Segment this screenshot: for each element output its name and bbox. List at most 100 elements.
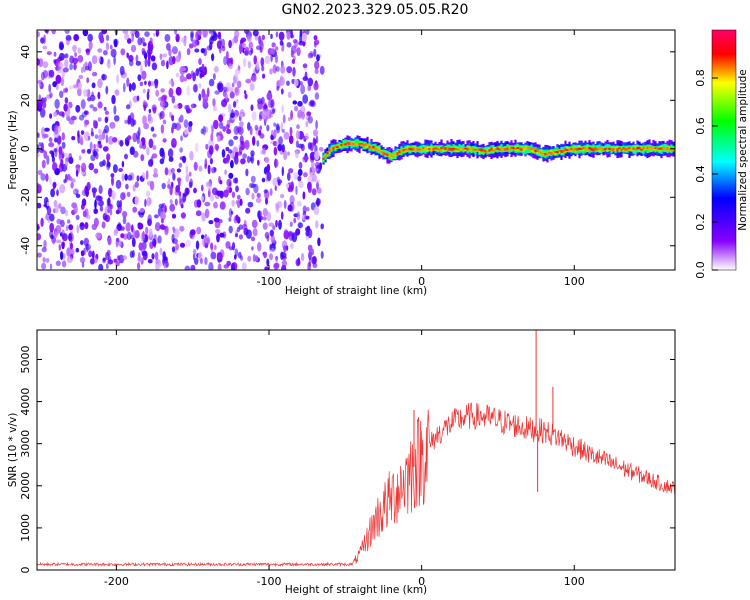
noise-blob [272, 177, 278, 187]
noise-blob [125, 222, 131, 232]
noise-blob [288, 185, 294, 193]
noise-blob [122, 255, 128, 261]
noise-blob [316, 187, 322, 194]
noise-blob [228, 139, 234, 147]
noise-blob [241, 223, 248, 231]
noise-blob [41, 159, 46, 169]
trace-cell [388, 154, 391, 158]
trace-cell [572, 148, 575, 152]
trace-cell [616, 148, 619, 151]
trace-cell [552, 151, 555, 154]
noise-blob [296, 229, 300, 236]
noise-blob [121, 160, 125, 168]
noise-blob [294, 39, 299, 48]
noise-blob [40, 37, 45, 44]
trace-cell [462, 147, 465, 150]
noise-blob [302, 191, 306, 200]
noise-blob [266, 124, 270, 132]
noise-blob [241, 42, 247, 48]
noise-blob [266, 171, 272, 182]
noise-blob [313, 48, 317, 58]
noise-blob [234, 233, 238, 238]
trace-cell [594, 147, 597, 151]
trace-cell [648, 147, 651, 150]
y-tick-label: 1000 [19, 514, 32, 542]
noise-blob [37, 132, 40, 138]
noise-blob [142, 115, 147, 125]
noise-blob [295, 130, 301, 140]
noise-blob [307, 185, 312, 193]
noise-blob [77, 82, 82, 90]
noise-blob [299, 33, 303, 44]
noise-blob [228, 87, 234, 93]
noise-blob [218, 121, 224, 129]
snr-series [37, 330, 675, 568]
trace-cell [372, 145, 375, 149]
noise-blob [270, 135, 275, 141]
trace-cell [512, 147, 515, 149]
noise-blob [40, 142, 44, 152]
trace-cell [652, 146, 655, 150]
noise-blob [93, 143, 96, 150]
noise-blob [151, 253, 155, 260]
noise-blob [84, 222, 89, 230]
noise-blob [93, 168, 99, 174]
noise-blob [257, 241, 262, 252]
colorbar: 0.0 0.2 0.4 0.6 0.8 Normalized spectral ampl… [694, 29, 749, 279]
noise-blob [137, 37, 143, 46]
noise-blob [141, 250, 148, 257]
noise-blob [164, 167, 169, 176]
noise-blob [262, 147, 266, 155]
noise-blob [205, 143, 209, 150]
noise-blob [38, 142, 42, 147]
noise-blob [106, 153, 111, 161]
noise-blob [281, 46, 284, 52]
noise-blob [136, 175, 140, 182]
noise-blob [245, 187, 250, 196]
noise-blob [214, 244, 217, 251]
noise-blob [112, 164, 118, 173]
noise-blob [314, 60, 320, 70]
noise-blob [293, 172, 299, 181]
noise-blob [286, 66, 293, 74]
noise-blob [289, 126, 293, 136]
noise-blob [139, 207, 145, 213]
trace-cell [542, 152, 545, 155]
trace-cell [478, 148, 481, 151]
noise-blob [93, 150, 98, 157]
trace-cell [484, 150, 487, 153]
noise-blob [219, 232, 225, 238]
trace-cell [520, 148, 523, 151]
noise-blob [167, 148, 174, 158]
noise-blob [142, 42, 147, 47]
noise-blob [97, 91, 101, 100]
noise-blob [68, 235, 73, 241]
noise-blob [257, 100, 263, 110]
noise-blob [59, 90, 64, 99]
trace-cell [638, 146, 641, 150]
noise-blob [98, 134, 103, 141]
noise-blob [212, 106, 218, 112]
noise-blob [131, 32, 134, 42]
noise-blob [264, 231, 270, 239]
noise-blob [117, 255, 120, 261]
noise-blob [127, 174, 133, 181]
noise-blob [319, 65, 325, 75]
spectrogram-xlabel: Height of straight line (km) [285, 285, 427, 297]
noise-blob [109, 204, 114, 210]
noise-blob [61, 260, 67, 268]
noise-blob [251, 246, 254, 251]
noise-blob [249, 82, 255, 91]
noise-blob [283, 245, 287, 253]
noise-blob [178, 117, 182, 123]
colorbar-tick-label: 0.6 [694, 117, 707, 135]
trace-cell [438, 148, 441, 151]
noise-blob [65, 34, 72, 41]
trace-cell [550, 150, 553, 154]
noise-blob [91, 55, 98, 64]
trace-cell [364, 143, 367, 146]
noise-blob [112, 137, 118, 143]
noise-blob [171, 95, 176, 104]
trace-cell [604, 148, 607, 151]
noise-blob [88, 40, 93, 50]
